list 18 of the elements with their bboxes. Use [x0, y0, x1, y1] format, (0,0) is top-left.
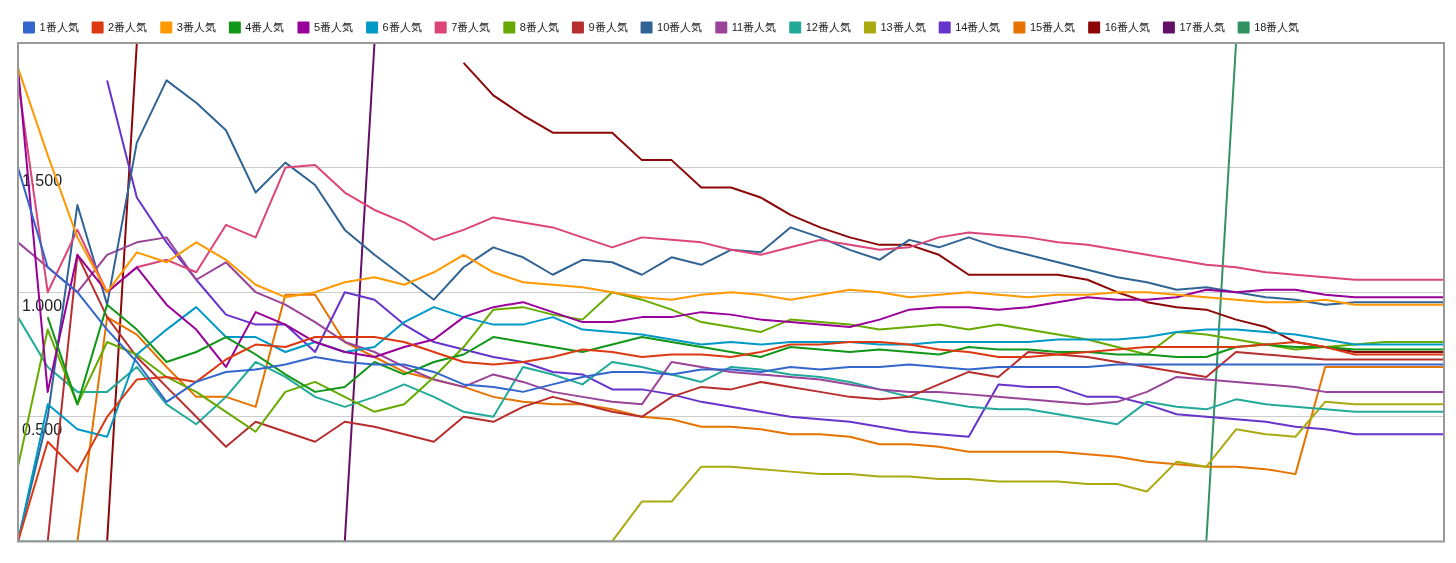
legend-label: 3番人気 — [176, 20, 216, 33]
legend-label: 17番人気 — [1179, 20, 1225, 33]
legend-label: 16番人気 — [1104, 20, 1150, 33]
legend-label: 5番人気 — [313, 20, 354, 33]
legend-label: 10番人気 — [657, 20, 703, 33]
legend-label: 9番人気 — [588, 20, 628, 33]
legend-label: 6番人気 — [382, 20, 422, 33]
legend-label: 1番人気 — [39, 20, 79, 33]
legend-label: 14番人気 — [955, 20, 1001, 33]
legend-label: 15番人気 — [1029, 20, 1076, 33]
legend-label: 2番人気 — [108, 20, 148, 33]
legend-label: 11番人気 — [731, 20, 777, 33]
legend-label: 12番人気 — [805, 20, 851, 33]
legend-label: 8番人気 — [519, 20, 559, 33]
legend-label: 13番人気 — [880, 20, 926, 33]
legend-label: 4番人気 — [245, 20, 285, 33]
legend-label: 18番人気 — [1254, 20, 1300, 33]
legend-label: 7番人気 — [451, 20, 491, 33]
